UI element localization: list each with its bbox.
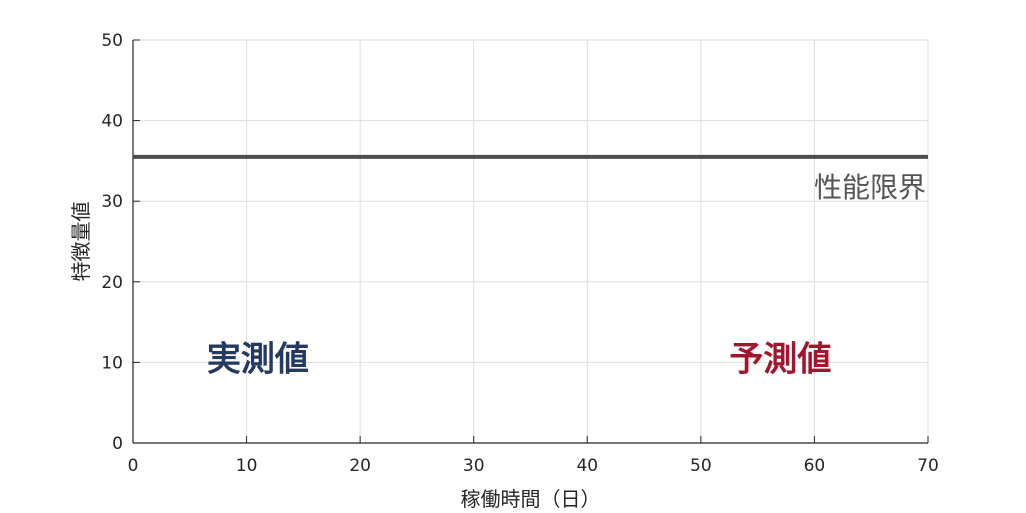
y-tick-label: 10 [101, 353, 123, 373]
grid [133, 39, 929, 443]
x-axis-title: 稼働時間（日） [461, 487, 601, 511]
y-tick-label: 0 [112, 434, 123, 454]
y-tick-label: 20 [101, 273, 123, 293]
y-axis-title: 特徴量値 [69, 202, 93, 282]
x-tick-label: 0 [128, 456, 139, 476]
x-tick-label: 70 [917, 456, 939, 476]
predicted-value-label: 予測値 [729, 339, 831, 379]
x-tick-label: 30 [463, 456, 485, 476]
y-tick-label: 40 [101, 112, 123, 132]
x-tick-label: 20 [349, 456, 371, 476]
measured-value-label: 実測値 [207, 339, 309, 379]
performance-limit-label: 性能限界 [814, 171, 926, 204]
x-tick-label: 50 [690, 456, 712, 476]
y-tick-label: 30 [101, 192, 123, 212]
ticks: 0 10 20 30 40 50 60 70 0 10 20 30 40 50 [101, 31, 938, 476]
axes [132, 40, 928, 444]
y-tick-label: 50 [101, 31, 123, 51]
x-tick-label: 60 [804, 456, 826, 476]
x-tick-label: 40 [576, 456, 598, 476]
x-tick-label: 10 [236, 456, 258, 476]
